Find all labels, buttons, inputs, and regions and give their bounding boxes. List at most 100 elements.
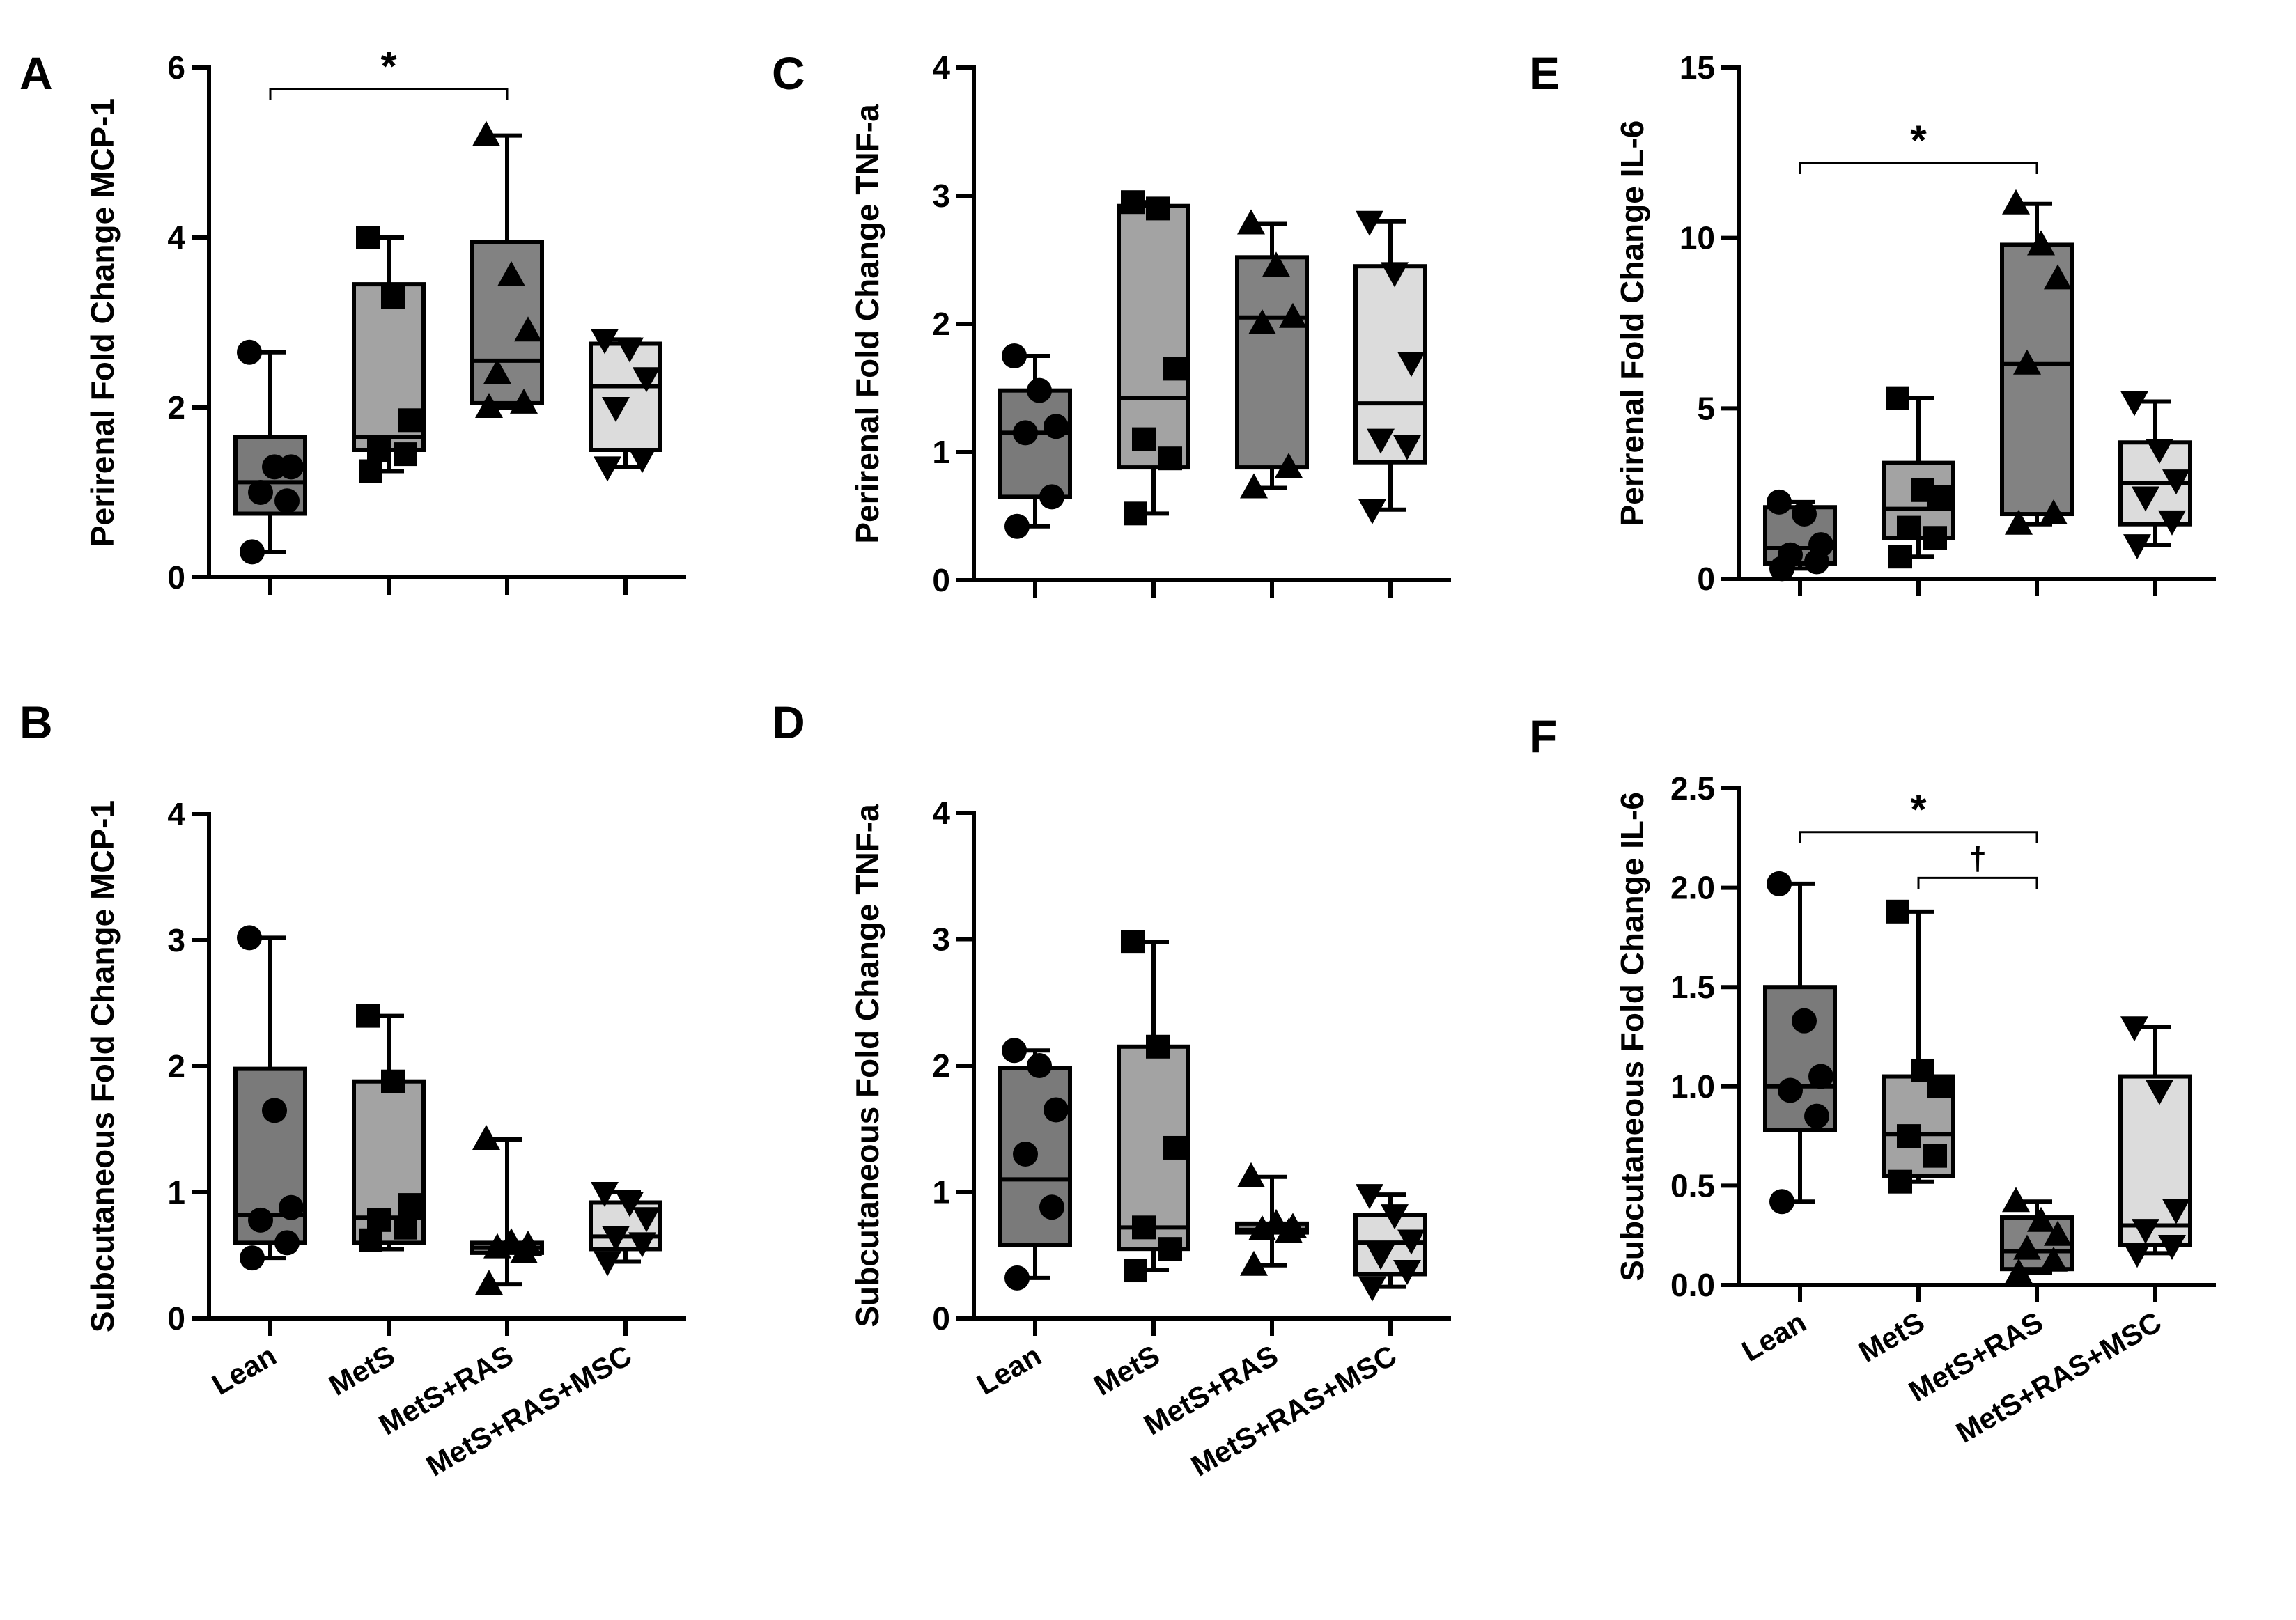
data-point — [1888, 545, 1912, 569]
data-point — [1027, 1053, 1052, 1078]
box-iqr — [589, 341, 662, 452]
data-point — [1002, 1038, 1027, 1064]
y-axis-label: Perirenal Fold Change IL-6 — [1614, 120, 1650, 527]
y-axis-label: Subcutaneous Fold Change TNF-a — [849, 804, 885, 1327]
data-point — [1767, 489, 1792, 515]
data-point — [1911, 1058, 1934, 1082]
box-mets-ras-msc — [1353, 1184, 1427, 1302]
data-point — [633, 367, 660, 393]
box-mets-ras — [470, 1124, 544, 1295]
y-tick-label: 2 — [932, 306, 950, 342]
data-point — [248, 1207, 273, 1233]
box-mets — [1117, 190, 1190, 526]
significance-bracket — [1799, 162, 2038, 175]
data-point — [475, 393, 503, 418]
y-axis-label: Perirenal Fold Change MCP-1 — [84, 98, 121, 547]
data-point — [1393, 1260, 1421, 1286]
y-tick-label: 1 — [932, 1174, 950, 1210]
y-tick-label: 0 — [167, 1300, 185, 1337]
data-point — [2162, 469, 2190, 495]
significance-label: * — [1910, 786, 1927, 833]
y-tick-label: 0.5 — [1670, 1167, 1715, 1204]
box-iqr — [2000, 242, 2074, 517]
panel-letter: F — [1529, 710, 1557, 762]
y-tick-label: 6 — [167, 49, 185, 86]
y-tick-label: 2.0 — [1670, 870, 1715, 906]
box-mets — [1882, 899, 1955, 1194]
box-mets-ras — [2000, 1187, 2074, 1284]
data-point — [602, 397, 630, 422]
data-point — [1237, 209, 1265, 235]
data-point — [1132, 427, 1156, 451]
panel-letter: C — [772, 47, 805, 99]
data-point — [616, 1192, 644, 1217]
y-tick-label: 1.5 — [1670, 969, 1715, 1005]
data-point — [1778, 542, 1803, 568]
data-point — [1121, 930, 1145, 954]
data-point — [1279, 302, 1307, 328]
box-mets-ras-msc — [589, 329, 662, 482]
panel-d: D 0 1 2 3 4 Subcutaneous Fold Change TNF-a Lean… — [772, 696, 1451, 1482]
data-point — [1381, 262, 1409, 288]
data-point — [394, 442, 417, 467]
panel-b: B 0 1 2 3 4 Subcutaneous Fold Change MCP-1 Lean… — [20, 696, 686, 1482]
data-point — [2123, 1243, 2151, 1268]
data-point — [1767, 871, 1792, 896]
data-point — [274, 1230, 300, 1256]
data-point — [1124, 501, 1147, 526]
data-point — [628, 448, 656, 474]
data-point — [1044, 1097, 1069, 1123]
data-point — [1248, 1215, 1276, 1240]
data-point — [237, 339, 262, 365]
data-point — [2040, 1246, 2068, 1272]
significance-bracket — [1799, 831, 2038, 843]
data-point — [359, 459, 382, 483]
data-point — [2162, 1199, 2190, 1224]
significance-label: * — [380, 43, 397, 90]
box-mets-ras-msc — [2118, 391, 2192, 560]
y-tick-label: 0 — [932, 1300, 950, 1337]
y-tick-label: 3 — [167, 922, 185, 958]
data-point — [1262, 1208, 1290, 1234]
x-tick-label: Lean — [206, 1339, 281, 1401]
data-point — [367, 1208, 391, 1232]
box-mets-ras-msc — [1353, 210, 1427, 524]
panel-letter: B — [20, 696, 53, 748]
y-tick-label: 4 — [932, 795, 950, 831]
box-lean — [233, 925, 307, 1271]
data-point — [2005, 509, 2033, 535]
data-point — [1397, 352, 1425, 377]
panel-letter: A — [20, 47, 53, 99]
box-mets-ras — [470, 120, 544, 418]
data-point — [359, 1228, 382, 1252]
data-point — [510, 388, 538, 414]
data-point — [1240, 1250, 1268, 1276]
data-point — [381, 1069, 405, 1093]
data-point — [2040, 499, 2068, 525]
y-tick-label: 4 — [932, 49, 950, 86]
data-point — [262, 454, 287, 480]
box-lean — [1763, 489, 1837, 582]
data-point — [2027, 230, 2055, 256]
data-point — [1886, 899, 1909, 924]
data-point — [483, 359, 511, 384]
data-point — [1358, 1276, 1386, 1302]
x-tick-label: Lean — [1736, 1305, 1811, 1368]
significance-label: † — [1969, 840, 1987, 876]
x-tick-label: MetS+RAS+MSC — [1950, 1305, 2167, 1449]
y-tick-label: 2 — [932, 1047, 950, 1084]
x-tick-label: MetS+RAS+MSC — [421, 1339, 637, 1482]
y-tick-label: 4 — [167, 219, 185, 256]
box-lean — [998, 343, 1072, 539]
data-point — [1397, 1229, 1425, 1255]
data-point — [2044, 264, 2072, 290]
y-axis-label: Subcutaneous Fold Change IL-6 — [1614, 792, 1650, 1282]
box-iqr — [1235, 255, 1309, 470]
box-mets — [1882, 386, 1955, 569]
panel-e: E 0 5 10 15 Perirenal Fold Change IL-6 * — [1529, 47, 2216, 597]
data-point — [2120, 1016, 2148, 1042]
data-point — [591, 1182, 619, 1207]
data-point — [240, 539, 265, 565]
box-lean — [233, 339, 307, 565]
y-tick-label: 0 — [167, 559, 185, 595]
